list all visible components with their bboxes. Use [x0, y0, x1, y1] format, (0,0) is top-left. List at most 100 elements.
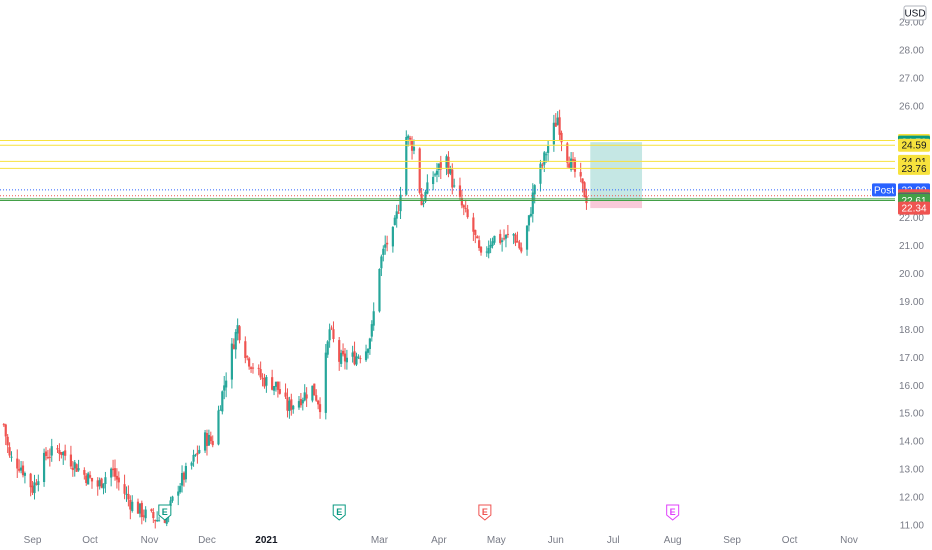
position-profit-zone[interactable]: [590, 142, 643, 201]
candle-body: [182, 472, 186, 480]
candle-body: [211, 440, 214, 446]
candle-body: [163, 519, 166, 523]
candle-body: [520, 247, 523, 252]
candle-body: [29, 473, 32, 488]
y-tick-label: 17.00: [899, 353, 924, 364]
candle-body: [37, 481, 40, 486]
candle-body: [48, 456, 51, 458]
x-tick-label: Apr: [431, 535, 447, 546]
price-tag-label: 22.61: [901, 196, 926, 207]
candle-body: [514, 234, 517, 243]
candle-body: [370, 324, 373, 337]
candle-body: [355, 356, 358, 365]
candle-body: [77, 468, 80, 471]
candle-body: [87, 473, 90, 485]
candle-body: [152, 512, 155, 519]
candle-body: [560, 132, 563, 143]
candle-body: [232, 344, 235, 349]
candle-body: [332, 329, 335, 339]
x-tick-label: 2021: [255, 535, 278, 546]
candle-body: [18, 468, 21, 471]
candle-body: [125, 493, 128, 495]
candle-body: [426, 182, 429, 194]
candle-body: [71, 467, 74, 471]
y-tick-label: 18.00: [899, 325, 924, 336]
y-tick-label: 28.00: [899, 45, 924, 56]
candle-body: [257, 367, 260, 369]
currency-label: USD: [904, 9, 925, 20]
candle-body: [357, 356, 360, 358]
candle-body: [558, 117, 561, 135]
candle-body: [129, 499, 132, 510]
candle-body: [248, 358, 251, 367]
candles: [2, 109, 588, 529]
y-tick-label: 16.00: [899, 381, 924, 392]
price-tag-label: 24.59: [901, 141, 926, 152]
candle-body: [330, 327, 333, 329]
y-tick-label: 14.00: [899, 437, 924, 448]
candle-body: [303, 392, 306, 401]
y-tick-label: 21.00: [899, 241, 924, 252]
candle-body: [491, 241, 494, 246]
candle-body: [44, 451, 48, 457]
candle-body: [225, 380, 228, 388]
earnings-marker-icon[interactable]: [478, 504, 492, 521]
y-tick-label: 15.00: [899, 409, 924, 420]
candle-body: [493, 235, 496, 243]
time-axis[interactable]: Sep Oct Nov Dec 2021 Mar Apr May Jun Jul Aug Sep Oct…: [24, 535, 858, 546]
candle-body: [504, 234, 508, 239]
candle-body: [368, 338, 371, 349]
earnings-marker-icon[interactable]: [158, 504, 172, 521]
candle-body: [110, 468, 113, 478]
price-tag: [898, 161, 930, 175]
candle-body: [8, 447, 11, 456]
x-tick-label: Dec: [198, 535, 216, 546]
earnings-marker-icon[interactable]: [332, 504, 346, 521]
position-box[interactable]: [590, 142, 643, 209]
candle-body: [554, 122, 557, 127]
candle-body: [117, 477, 120, 483]
candle-body: [351, 352, 354, 357]
candle-body: [236, 325, 239, 334]
candle-body: [382, 248, 385, 255]
currency-badge[interactable]: USD: [903, 5, 927, 21]
candle-body: [502, 238, 506, 240]
candle-body: [35, 483, 38, 485]
candle-body: [144, 509, 147, 519]
candle-body: [196, 452, 199, 455]
candle-body: [69, 454, 73, 467]
candle-body: [445, 156, 448, 168]
candle-body: [345, 357, 348, 363]
candle-body: [16, 458, 19, 469]
candle-body: [412, 146, 416, 151]
candle-body: [525, 225, 529, 250]
candle-body: [405, 136, 408, 195]
candle-body: [552, 122, 555, 145]
candle-body: [359, 358, 362, 360]
position-loss-zone[interactable]: [590, 200, 643, 209]
price-axis[interactable]: 11.00 12.00 13.00 14.00 15.00 16.00 17.00 18.00…: [899, 17, 924, 531]
candle-body: [439, 162, 442, 170]
candle-body: [244, 341, 247, 358]
candle-body: [297, 401, 301, 408]
candle-body: [506, 233, 509, 235]
candle-body: [177, 491, 180, 496]
horizontal-lines[interactable]: [0, 139, 895, 202]
candle-body: [393, 217, 396, 225]
candle-body: [179, 486, 182, 493]
candle-body: [60, 452, 63, 455]
candle-body: [251, 367, 255, 369]
candle-body: [50, 446, 53, 456]
candle-body: [399, 194, 402, 212]
candle-body: [449, 168, 452, 174]
candle-body: [203, 432, 207, 451]
y-tick-label: 19.00: [899, 297, 924, 308]
x-tick-label: Jul: [607, 535, 620, 546]
candle-body: [420, 193, 423, 206]
candle-body: [154, 520, 157, 522]
earnings-marker-icon[interactable]: [666, 504, 680, 521]
candle-body: [317, 400, 320, 405]
candle-body: [543, 152, 546, 165]
